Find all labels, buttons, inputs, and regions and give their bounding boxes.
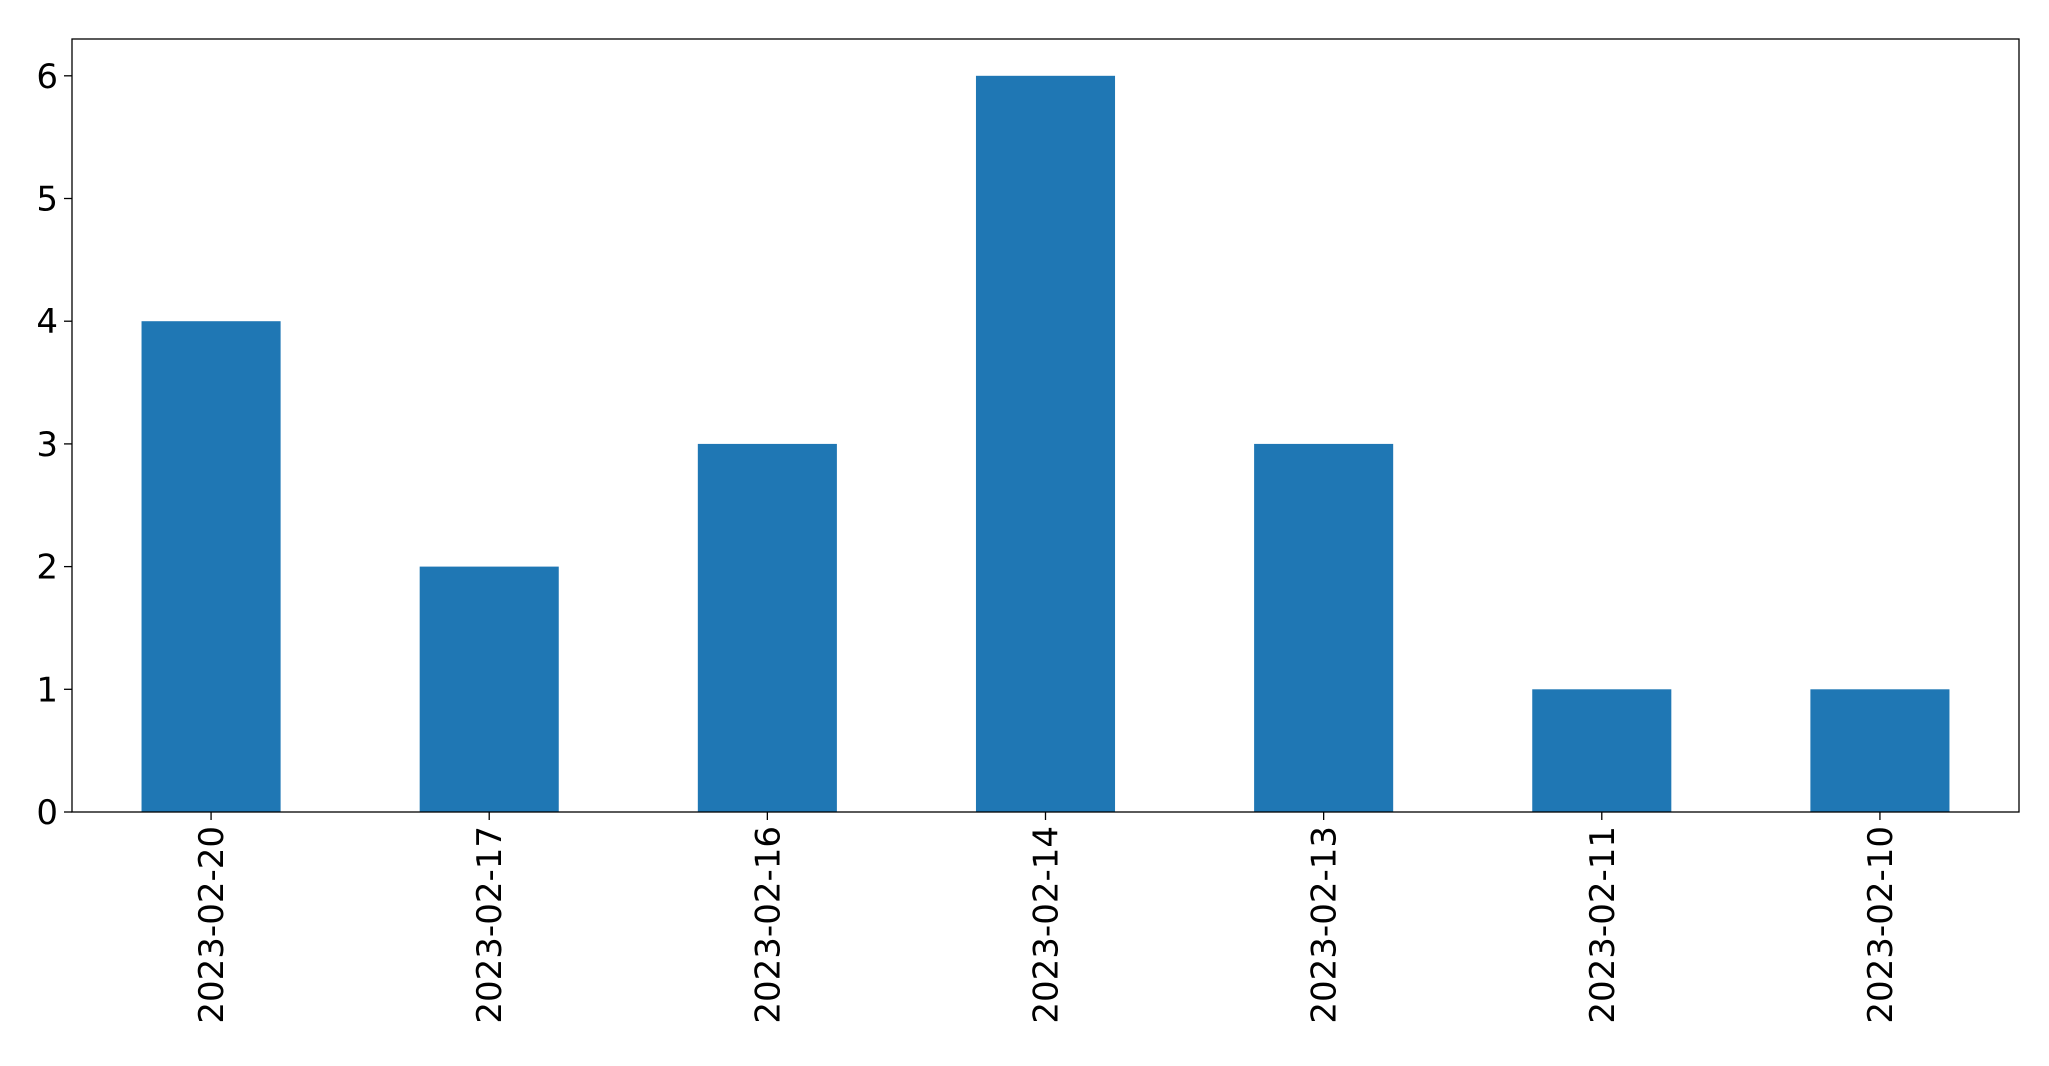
y-tick-label: 4 — [36, 302, 58, 342]
y-tick-label: 0 — [36, 793, 58, 833]
y-tick-label: 6 — [36, 57, 58, 97]
bar-2023-02-17 — [419, 566, 559, 812]
bar-2023-02-10 — [1810, 689, 1950, 812]
bar-2023-02-14 — [975, 75, 1116, 813]
x-tick-label: 2023-02-11 — [1583, 826, 1623, 1024]
y-tick-label: 3 — [36, 425, 58, 465]
y-tick-label: 1 — [36, 670, 58, 710]
bar-2023-02-20 — [141, 321, 281, 812]
y-tick-label: 5 — [36, 180, 58, 220]
x-tick-label: 2023-02-17 — [470, 826, 510, 1024]
x-tick-label: 2023-02-20 — [192, 826, 232, 1024]
x-tick-label: 2023-02-13 — [1305, 826, 1345, 1024]
plot-frame — [71, 38, 2020, 813]
x-tick-label: 2023-02-14 — [1027, 826, 1067, 1024]
y-tick-label: 2 — [36, 548, 58, 588]
x-tick-label: 2023-02-16 — [748, 826, 788, 1024]
bar-2023-02-13 — [1254, 443, 1394, 812]
bar-2023-02-11 — [1532, 689, 1672, 812]
x-tick-label: 2023-02-10 — [1861, 826, 1901, 1024]
bar-2023-02-16 — [697, 443, 837, 812]
